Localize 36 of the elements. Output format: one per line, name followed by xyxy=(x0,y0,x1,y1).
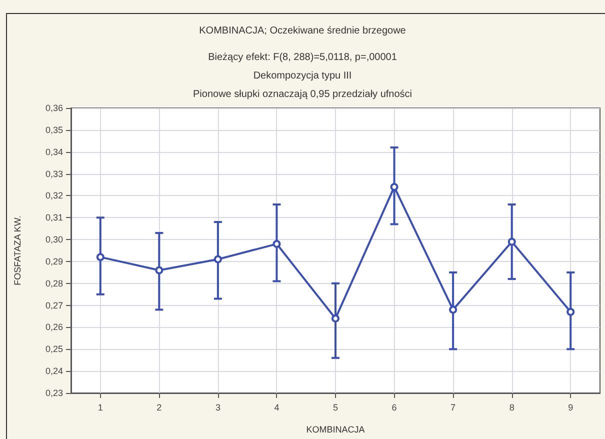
y-tick-label: 0,25 xyxy=(45,344,63,354)
chart-subtitle: Bieżący efekt: F(8, 288)=5,0118, p=,00001 Dekompozycja typu III Pionowe słupki oznaczają 0,95 przedziały ufności xyxy=(192,52,412,100)
point xyxy=(508,238,516,246)
point xyxy=(566,308,575,316)
point xyxy=(332,314,340,322)
point xyxy=(214,255,222,264)
y-tick-label: 0,24 xyxy=(45,366,63,376)
y-tick-label: 0,27 xyxy=(45,300,63,310)
x-tick-label: 8 xyxy=(509,402,514,412)
y-axis-title: FOSFATAZA KW. xyxy=(12,216,22,286)
x-tick-label: 4 xyxy=(274,402,280,412)
x-tick-label: 2 xyxy=(156,402,162,412)
y-tick-label: 0,33 xyxy=(45,168,63,179)
y-tick-label: 0,32 xyxy=(45,190,63,201)
x-tick-label: 6 xyxy=(392,402,397,412)
y-tick-label: 0,23 xyxy=(45,388,63,398)
y-tick-label: 0,29 xyxy=(45,256,63,266)
point xyxy=(272,240,281,248)
point xyxy=(96,253,104,262)
y-tick-label: 0,31 xyxy=(45,212,63,223)
y-tick-label: 0,35 xyxy=(45,124,63,135)
x-tick-label: 3 xyxy=(215,402,220,412)
x-axis-title: KOMBINACJA xyxy=(306,424,365,434)
point xyxy=(155,266,164,274)
x-tick-label: 7 xyxy=(450,402,456,412)
x-tick-label: 9 xyxy=(568,402,574,412)
y-tick-label: 0,28 xyxy=(45,278,63,288)
point xyxy=(449,306,458,314)
y-tick-label: 0,30 xyxy=(45,234,63,245)
x-tick-label: 1 xyxy=(98,402,103,412)
chart-title: KOMBINACJA; Oczekiwane średnie brzegowe xyxy=(199,26,406,36)
x-tick-label: 5 xyxy=(332,402,338,412)
y-tick-label: 0,34 xyxy=(45,146,63,157)
y-tick-label: 0,36 xyxy=(45,103,63,113)
point xyxy=(390,182,398,191)
y-tick-label: 0,26 xyxy=(45,322,63,332)
